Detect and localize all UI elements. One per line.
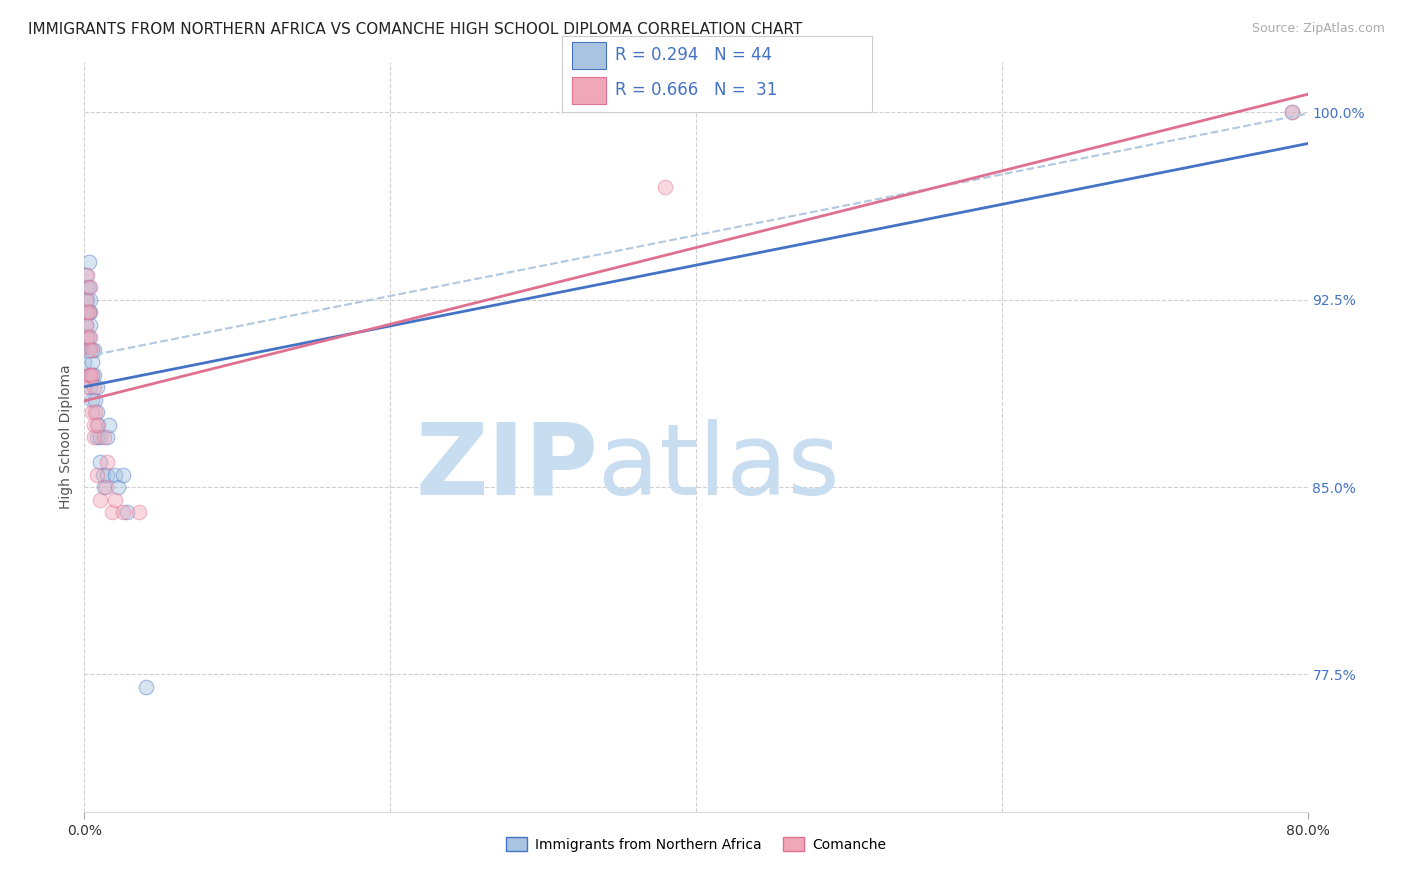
Point	[80, 405, 103, 419]
Point	[89, 455, 111, 469]
Point	[73, 380, 96, 394]
Point	[115, 505, 138, 519]
Point	[80, 368, 103, 382]
Text: R = 0.666   N =  31: R = 0.666 N = 31	[614, 81, 778, 99]
Point	[79, 343, 101, 357]
Point	[84, 405, 107, 419]
Point	[76, 330, 98, 344]
Point	[75, 293, 97, 307]
Point	[77, 368, 100, 382]
Text: R = 0.294   N = 44: R = 0.294 N = 44	[614, 46, 772, 64]
Point	[75, 318, 97, 332]
Point	[76, 305, 98, 319]
Point	[97, 417, 120, 432]
Bar	[572, 42, 606, 69]
Text: Source: ZipAtlas.com: Source: ZipAtlas.com	[1251, 22, 1385, 36]
Point	[75, 305, 97, 319]
Point	[79, 368, 101, 382]
Point	[75, 318, 97, 332]
Text: IMMIGRANTS FROM NORTHERN AFRICA VS COMANCHE HIGH SCHOOL DIPLOMA CORRELATION CHAR: IMMIGRANTS FROM NORTHERN AFRICA VS COMAN…	[28, 22, 803, 37]
Point	[76, 305, 98, 319]
Point	[654, 180, 676, 194]
Point	[128, 505, 150, 519]
Point	[96, 467, 118, 482]
Point	[80, 392, 103, 407]
Point	[101, 505, 124, 519]
Point	[89, 430, 111, 444]
Y-axis label: High School Diploma: High School Diploma	[59, 365, 73, 509]
Point	[87, 417, 110, 432]
Point	[1281, 105, 1303, 120]
Point	[96, 430, 118, 444]
Point	[76, 293, 98, 307]
Point	[79, 318, 101, 332]
Point	[79, 330, 101, 344]
Point	[79, 293, 101, 307]
Point	[86, 467, 108, 482]
Point	[93, 480, 115, 494]
Bar	[572, 77, 606, 104]
Point	[80, 368, 103, 382]
Point	[86, 380, 108, 394]
Point	[77, 255, 100, 269]
Point	[79, 305, 101, 319]
Point	[1281, 105, 1303, 120]
Point	[79, 280, 101, 294]
Point	[79, 368, 101, 382]
Point	[83, 380, 105, 394]
Legend: Immigrants from Northern Africa, Comanche: Immigrants from Northern Africa, Comanch…	[501, 831, 891, 857]
Point	[83, 343, 105, 357]
Point	[73, 343, 96, 357]
Point	[77, 343, 100, 357]
Point	[107, 480, 129, 494]
Point	[96, 455, 118, 469]
Point	[77, 330, 100, 344]
Point	[76, 280, 98, 294]
Point	[76, 268, 98, 282]
Point	[111, 467, 134, 482]
Point	[104, 492, 127, 507]
Point	[79, 380, 101, 394]
Point	[86, 405, 108, 419]
Point	[80, 343, 103, 357]
Point	[83, 417, 105, 432]
Point	[86, 430, 108, 444]
Point	[94, 480, 117, 494]
Point	[75, 268, 97, 282]
Point	[77, 305, 100, 319]
Point	[77, 343, 100, 357]
Point	[93, 430, 115, 444]
Point	[104, 467, 127, 482]
Point	[84, 392, 107, 407]
Point	[77, 305, 100, 319]
Point	[76, 330, 98, 344]
Point	[73, 355, 96, 369]
Point	[80, 343, 103, 357]
Point	[83, 430, 105, 444]
Point	[80, 355, 103, 369]
Point	[86, 417, 108, 432]
Point	[111, 505, 134, 519]
Point	[89, 492, 111, 507]
Point	[91, 467, 114, 482]
Point	[83, 368, 105, 382]
Point	[135, 680, 157, 694]
Point	[77, 280, 100, 294]
Text: atlas: atlas	[598, 418, 839, 516]
Text: ZIP: ZIP	[415, 418, 598, 516]
